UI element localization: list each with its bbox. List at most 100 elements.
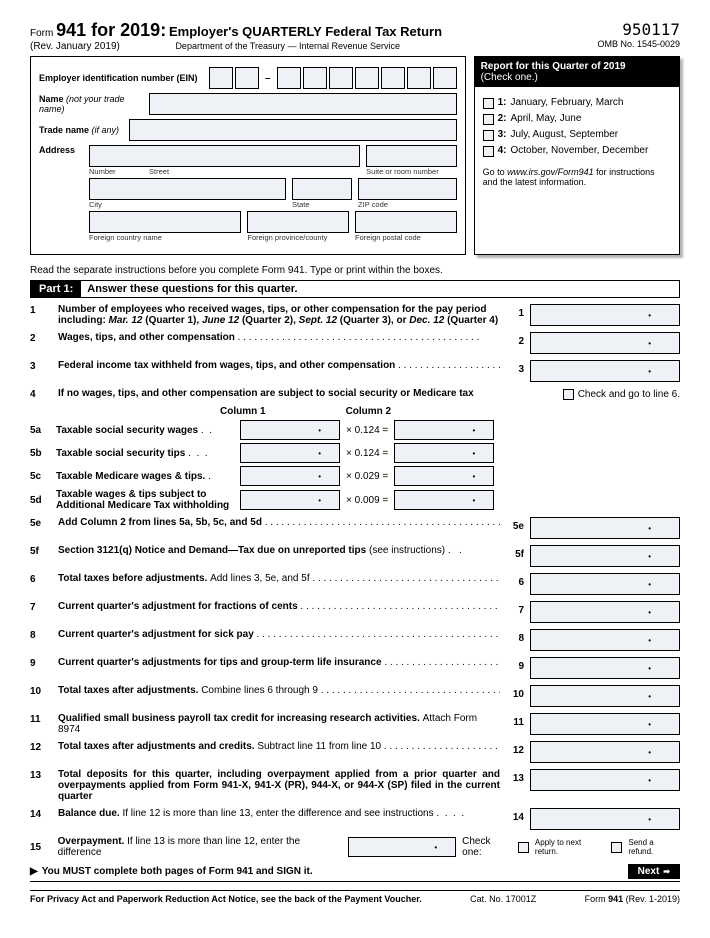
cap-city: City bbox=[89, 200, 286, 209]
fcountry-input[interactable] bbox=[89, 211, 241, 233]
line-7: 7 Current quarter's adjustment for fract… bbox=[30, 601, 680, 623]
fprov-input[interactable] bbox=[247, 211, 349, 233]
line11-input[interactable] bbox=[530, 713, 680, 735]
trade-label: Trade name bbox=[39, 125, 89, 135]
line5e-label: Add Column 2 from lines 5a, 5b, 5c, and … bbox=[58, 517, 262, 528]
cap-suite: Suite or room number bbox=[366, 167, 456, 176]
line-5b: 5b Taxable social security tips . . . × … bbox=[30, 443, 680, 463]
line-5f: 5f Section 3121(q) Notice and Demand—Tax… bbox=[30, 545, 680, 567]
line-3: 3 Federal income tax withheld from wages… bbox=[30, 360, 680, 382]
employer-info-box: Employer identification number (EIN) – N… bbox=[30, 56, 466, 255]
line10-input[interactable] bbox=[530, 685, 680, 707]
quarter-opt-3[interactable]: 3: July, August, September bbox=[483, 129, 671, 141]
quarter-opt-2[interactable]: 2: April, May, June bbox=[483, 113, 671, 125]
line-12: 12 Total taxes after adjustments and cre… bbox=[30, 741, 680, 763]
line2-label: Wages, tips, and other compensation bbox=[58, 332, 235, 343]
state-input[interactable] bbox=[292, 178, 352, 200]
line12-input[interactable] bbox=[530, 741, 680, 763]
line-5c: 5c Taxable Medicare wages & tips. . × 0.… bbox=[30, 466, 680, 486]
fpostal-input[interactable] bbox=[355, 211, 457, 233]
quarter-opt-4[interactable]: 4: October, November, December bbox=[483, 145, 671, 157]
line5a-col1[interactable] bbox=[240, 420, 340, 440]
part1-label: Part 1: bbox=[31, 281, 81, 297]
form-print-number: 950117 bbox=[597, 20, 680, 39]
line3-input[interactable] bbox=[530, 360, 680, 382]
zip-input[interactable] bbox=[358, 178, 457, 200]
omb-number: OMB No. 1545-0029 bbox=[597, 39, 680, 49]
ein-label: Employer identification number (EIN) bbox=[39, 73, 198, 83]
line6-input[interactable] bbox=[530, 573, 680, 595]
next-button[interactable]: Next➡ bbox=[628, 864, 680, 879]
name-label: Name bbox=[39, 94, 64, 104]
line8-input[interactable] bbox=[530, 629, 680, 651]
line1-input[interactable] bbox=[530, 304, 680, 326]
line-5d: 5d Taxable wages & tips subject to Addit… bbox=[30, 489, 680, 511]
suite-input[interactable] bbox=[366, 145, 456, 167]
line5b-col2[interactable] bbox=[394, 443, 494, 463]
line2-input[interactable] bbox=[530, 332, 680, 354]
line-11: 11 Qualified small business payroll tax … bbox=[30, 713, 680, 735]
line-15: 15 Overpayment. If line 13 is more than … bbox=[30, 836, 680, 858]
line-5a: 5a Taxable social security wages . . × 0… bbox=[30, 420, 680, 440]
line-14: 14 Balance due. If line 12 is more than … bbox=[30, 808, 680, 830]
form-title-block: Form 941 for 2019: Employer's QUARTERLY … bbox=[30, 20, 442, 52]
form-reference: Form 941 (Rev. 1-2019) bbox=[585, 894, 680, 904]
line5f-input[interactable] bbox=[530, 545, 680, 567]
line7-input[interactable] bbox=[530, 601, 680, 623]
cap-fpostal: Foreign postal code bbox=[355, 233, 457, 242]
quarter-box: Report for this Quarter of 2019(Check on… bbox=[474, 56, 680, 255]
top-section: Employer identification number (EIN) – N… bbox=[30, 56, 680, 255]
ein-input[interactable]: – bbox=[209, 67, 457, 89]
catalog-number: Cat. No. 17001Z bbox=[470, 894, 536, 904]
city-input[interactable] bbox=[89, 178, 286, 200]
line15-refund-check[interactable] bbox=[611, 842, 622, 853]
quarter-footer: Go to www.irs.gov/Form941 for instructio… bbox=[475, 167, 679, 193]
line4-label: If no wages, tips, and other compensatio… bbox=[58, 388, 474, 399]
cap-fprov: Foreign province/county bbox=[247, 233, 349, 242]
line-5e: 5e Add Column 2 from lines 5a, 5b, 5c, a… bbox=[30, 517, 680, 539]
line15-apply-check[interactable] bbox=[518, 842, 529, 853]
line15-check-label: Check one: bbox=[462, 836, 512, 858]
line-1: 1 Number of employees who received wages… bbox=[30, 304, 680, 326]
line-4: 4 If no wages, tips, and other compensat… bbox=[30, 388, 680, 400]
cap-number: Number bbox=[89, 167, 116, 176]
line5a-col2[interactable] bbox=[394, 420, 494, 440]
line-13: 13 Total deposits for this quarter, incl… bbox=[30, 769, 680, 802]
line13-input[interactable] bbox=[530, 769, 680, 791]
revision: (Rev. January 2019) bbox=[30, 41, 120, 52]
line15-input[interactable] bbox=[348, 837, 456, 857]
address-label: Address bbox=[39, 145, 75, 155]
quarter-opt-1[interactable]: 1: January, February, March bbox=[483, 97, 671, 109]
street-input[interactable] bbox=[89, 145, 360, 167]
cap-zip: ZIP code bbox=[358, 200, 457, 209]
header-right: 950117 OMB No. 1545-0029 bbox=[597, 20, 680, 49]
name-input[interactable] bbox=[149, 93, 457, 115]
department: Department of the Treasury — Internal Re… bbox=[175, 41, 400, 51]
line3-label: Federal income tax withheld from wages, … bbox=[58, 360, 395, 371]
line4-check[interactable]: Check and go to line 6. bbox=[563, 388, 680, 400]
line5d-col1[interactable] bbox=[240, 490, 340, 510]
trade-input[interactable] bbox=[129, 119, 457, 141]
line5c-col2[interactable] bbox=[394, 466, 494, 486]
line-8: 8 Current quarter's adjustment for sick … bbox=[30, 629, 680, 651]
footer: For Privacy Act and Paperwork Reduction … bbox=[30, 890, 680, 904]
line5e-input[interactable] bbox=[530, 517, 680, 539]
instructions: Read the separate instructions before yo… bbox=[30, 265, 680, 276]
line-9: 9 Current quarter's adjustments for tips… bbox=[30, 657, 680, 679]
line-6: 6 Total taxes before adjustments. Add li… bbox=[30, 573, 680, 595]
line14-input[interactable] bbox=[530, 808, 680, 830]
quarter-header: Report for this Quarter of 2019(Check on… bbox=[475, 57, 679, 87]
column-headers: Column 1 Column 2 bbox=[220, 406, 680, 417]
cap-street: Street bbox=[149, 167, 169, 176]
line5d-col2[interactable] bbox=[394, 490, 494, 510]
line5b-col1[interactable] bbox=[240, 443, 340, 463]
privacy-notice: For Privacy Act and Paperwork Reduction … bbox=[30, 894, 422, 904]
cap-state: State bbox=[292, 200, 352, 209]
line-10: 10 Total taxes after adjustments. Combin… bbox=[30, 685, 680, 707]
cap-fcountry: Foreign country name bbox=[89, 233, 241, 242]
line5c-col1[interactable] bbox=[240, 466, 340, 486]
line9-input[interactable] bbox=[530, 657, 680, 679]
part1-text: Answer these questions for this quarter. bbox=[81, 281, 679, 297]
line4-check-label: Check and go to line 6. bbox=[578, 389, 680, 400]
trade-hint: (if any) bbox=[92, 125, 120, 135]
